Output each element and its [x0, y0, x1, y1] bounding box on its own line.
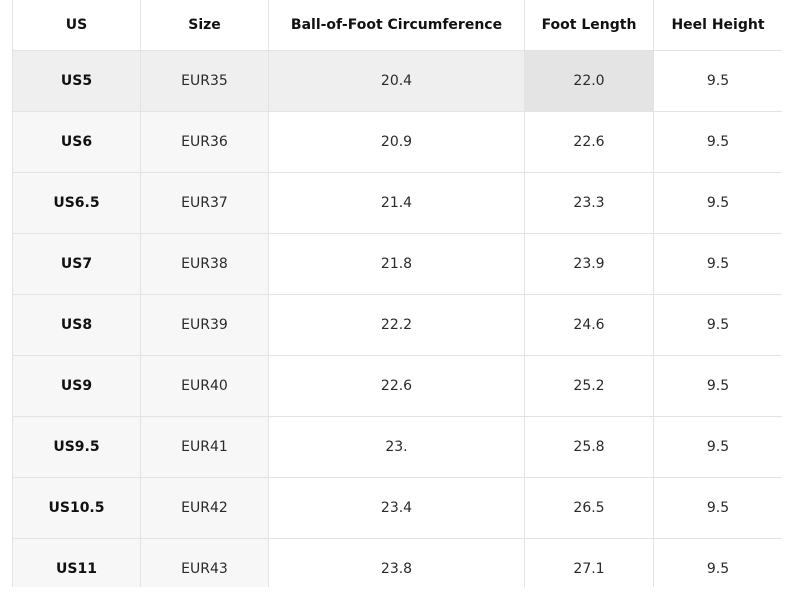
cell-size: EUR40: [140, 355, 269, 417]
cell-us: US7: [12, 233, 141, 295]
cell-foot-length: 27.1: [524, 538, 654, 587]
table-row: US7 EUR38 21.8 23.9 9.5: [12, 233, 782, 295]
cell-foot-length: 23.9: [524, 233, 654, 295]
table-row: US9.5 EUR41 23. 25.8 9.5: [12, 416, 782, 478]
table-row: US6 EUR36 20.9 22.6 9.5: [12, 111, 782, 173]
table-row: US11 EUR43 23.8 27.1 9.5: [12, 538, 782, 587]
cell-ball-of-foot-circumference: 20.4: [268, 50, 525, 112]
header-ball-of-foot-circumference: Ball-of-Foot Circumference: [268, 0, 525, 51]
cell-us: US9: [12, 355, 141, 417]
cell-us: US9.5: [12, 416, 141, 478]
cell-foot-length: 22.6: [524, 111, 654, 173]
cell-heel-height: 9.5: [653, 416, 782, 478]
cell-size: EUR41: [140, 416, 269, 478]
cell-size: EUR39: [140, 294, 269, 356]
cell-size: EUR36: [140, 111, 269, 173]
table-row: US10.5 EUR42 23.4 26.5 9.5: [12, 477, 782, 539]
cell-ball-of-foot-circumference: 22.6: [268, 355, 525, 417]
header-foot-length: Foot Length: [524, 0, 654, 51]
table-row: US6.5 EUR37 21.4 23.3 9.5: [12, 172, 782, 234]
size-chart-container: US Size Ball-of-Foot Circumference Foot …: [12, 0, 782, 587]
cell-ball-of-foot-circumference: 20.9: [268, 111, 525, 173]
cell-foot-length: 26.5: [524, 477, 654, 539]
cell-us: US6.5: [12, 172, 141, 234]
cell-us: US5: [12, 50, 141, 112]
cell-size: EUR42: [140, 477, 269, 539]
cell-size: EUR37: [140, 172, 269, 234]
cell-heel-height: 9.5: [653, 172, 782, 234]
cell-foot-length: 24.6: [524, 294, 654, 356]
cell-size: EUR38: [140, 233, 269, 295]
cell-us: US10.5: [12, 477, 141, 539]
cell-ball-of-foot-circumference: 21.4: [268, 172, 525, 234]
cell-heel-height: 9.5: [653, 355, 782, 417]
cell-foot-length: 23.3: [524, 172, 654, 234]
cell-foot-length: 25.8: [524, 416, 654, 478]
size-chart-table: US Size Ball-of-Foot Circumference Foot …: [12, 0, 782, 587]
cell-ball-of-foot-circumference: 23.4: [268, 477, 525, 539]
cell-heel-height: 9.5: [653, 233, 782, 295]
cell-us: US11: [12, 538, 141, 587]
cell-size: EUR35: [140, 50, 269, 112]
cell-heel-height: 9.5: [653, 477, 782, 539]
header-us: US: [12, 0, 141, 51]
cell-us: US6: [12, 111, 141, 173]
cell-ball-of-foot-circumference: 23.8: [268, 538, 525, 587]
cell-ball-of-foot-circumference: 21.8: [268, 233, 525, 295]
cell-foot-length: 25.2: [524, 355, 654, 417]
header-size: Size: [140, 0, 269, 51]
cell-heel-height: 9.5: [653, 50, 782, 112]
cell-size: EUR43: [140, 538, 269, 587]
cell-heel-height: 9.5: [653, 294, 782, 356]
header-heel-height: Heel Height: [653, 0, 782, 51]
header-row: US Size Ball-of-Foot Circumference Foot …: [12, 0, 782, 51]
table-row: US5 EUR35 20.4 22.0 9.5: [12, 50, 782, 112]
table-row: US8 EUR39 22.2 24.6 9.5: [12, 294, 782, 356]
cell-foot-length: 22.0: [524, 50, 654, 112]
cell-us: US8: [12, 294, 141, 356]
cell-heel-height: 9.5: [653, 538, 782, 587]
cell-ball-of-foot-circumference: 23.: [268, 416, 525, 478]
table-body: US5 EUR35 20.4 22.0 9.5 US6 EUR36 20.9 22.6 9.5 US…: [12, 50, 782, 587]
cell-ball-of-foot-circumference: 22.2: [268, 294, 525, 356]
cell-heel-height: 9.5: [653, 111, 782, 173]
table-row: US9 EUR40 22.6 25.2 9.5: [12, 355, 782, 417]
